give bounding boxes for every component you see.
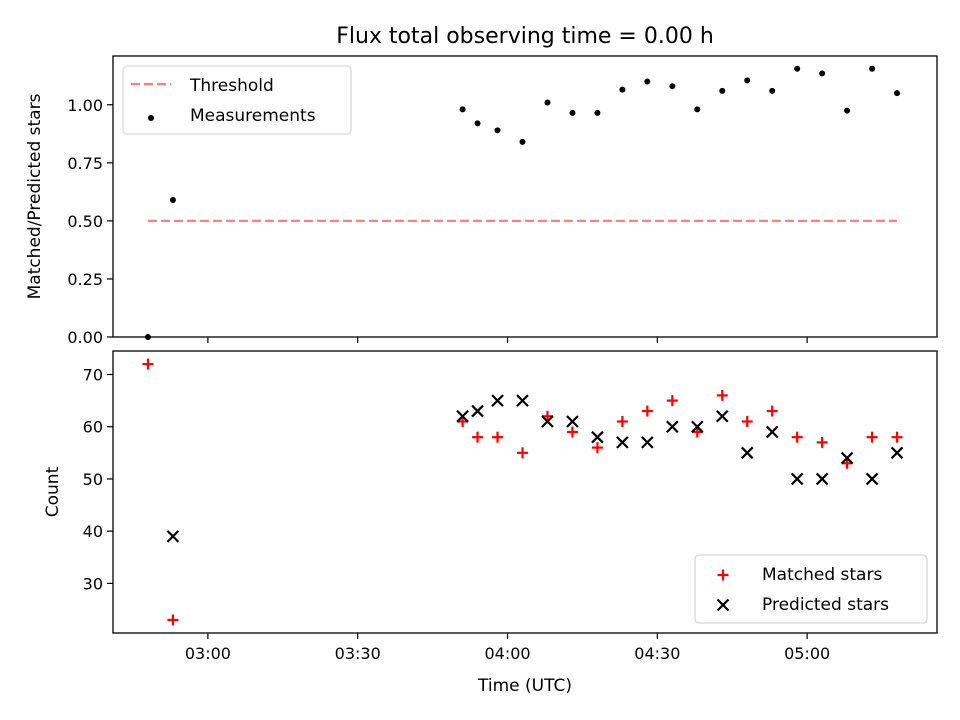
predicted-star-point <box>790 472 804 486</box>
predicted-star-point <box>166 530 180 543</box>
plot-marks <box>144 65 901 340</box>
top-legend: Threshold Measurements <box>122 65 352 135</box>
matched-star-point <box>142 358 154 370</box>
bottom-plot-area <box>142 358 904 626</box>
matched-star-point <box>167 614 179 626</box>
matched-star-point <box>816 436 828 448</box>
predicted-star-point <box>541 415 554 428</box>
x-axis-label: Time (UTC) <box>477 676 572 696</box>
predicted-star-point <box>691 420 704 434</box>
legend-box <box>694 554 928 624</box>
y-tick-label: 0.25 <box>67 270 103 289</box>
bottom-y-axis-label: Count <box>43 466 63 517</box>
legend-measurement-swatch <box>148 115 154 121</box>
matched-star-point <box>566 426 578 438</box>
bottom-panel: 30 40 50 60 70 03:00 03:30 04:00 04:30 05:00 Coun… <box>43 350 938 696</box>
y-tick-label: 30 <box>83 574 103 593</box>
top-panel: 0.00 0.25 0.50 0.75 1.00 Matched/Predicted s… <box>25 55 938 347</box>
y-tick-label: 0.75 <box>67 154 103 173</box>
measurement-point <box>494 127 501 134</box>
chart-title: Flux total observing time = 0.00 h <box>336 24 714 49</box>
matched-star-point <box>716 389 728 401</box>
top-axes-ticks: 0.00 0.25 0.50 0.75 1.00 <box>67 96 808 347</box>
measurement-point <box>819 70 826 77</box>
predicted-star-point <box>890 446 904 460</box>
measurement-point <box>594 109 601 116</box>
matched-star-point <box>741 416 753 427</box>
measurement-point <box>769 87 776 94</box>
top-y-axis-label: Matched/Predicted stars <box>25 93 45 299</box>
y-tick-label: 40 <box>83 522 103 541</box>
legend-label: Matched stars <box>762 565 882 585</box>
legend-label: Threshold <box>189 76 274 96</box>
measurement-point <box>694 106 701 113</box>
matched-star-point <box>591 442 603 454</box>
matched-star-point <box>517 447 529 459</box>
measurement-point <box>569 109 576 116</box>
measurement-point <box>169 196 176 203</box>
predicted-star-point <box>641 436 654 449</box>
measurement-point <box>519 138 526 145</box>
predicted-star-point <box>516 394 529 407</box>
matched-star-point <box>791 431 803 443</box>
predicted-star-point <box>865 472 879 486</box>
measurement-point <box>894 90 901 97</box>
top-plot-area <box>144 65 901 340</box>
matched-star-point <box>766 405 778 417</box>
predicted-star-point <box>491 394 504 407</box>
matched-star-point <box>891 431 903 443</box>
legend-label: Measurements <box>190 106 316 126</box>
predicted-star-point <box>740 446 754 460</box>
x-tick-label: 03:30 <box>335 644 381 663</box>
y-tick-label: 60 <box>83 418 103 437</box>
predicted-star-point <box>616 436 629 449</box>
measurement-point <box>459 106 466 113</box>
matched-star-point <box>472 431 484 443</box>
measurement-point <box>544 99 551 106</box>
predicted-star-point <box>840 451 854 465</box>
legend-matched-swatch <box>717 569 729 581</box>
predicted-star-point <box>815 472 829 486</box>
plot-marks <box>142 358 904 626</box>
x-tick-label: 04:30 <box>634 644 680 663</box>
measurement-point <box>869 65 876 72</box>
predicted-star-point <box>471 404 484 418</box>
bottom-axes-ticks: 30 40 50 60 70 03:00 03:30 04:00 04:30 05:00 <box>83 366 831 664</box>
measurement-point <box>619 86 626 93</box>
matched-star-point <box>492 431 504 443</box>
x-tick-label: 04:00 <box>484 644 530 663</box>
y-tick-label: 70 <box>83 366 103 385</box>
y-tick-label: 1.00 <box>67 96 103 115</box>
measurement-point <box>794 65 801 72</box>
measurement-point <box>644 78 651 85</box>
predicted-star-point <box>715 409 729 423</box>
predicted-star-point <box>566 415 579 428</box>
legend-predicted-swatch <box>716 598 730 612</box>
matched-star-point <box>616 416 628 427</box>
measurement-point <box>844 107 851 114</box>
predicted-star-point <box>666 420 679 434</box>
measurement-point <box>474 120 481 127</box>
matched-star-point <box>666 395 678 407</box>
matched-star-point <box>641 405 653 417</box>
bottom-legend: Matched stars Predicted stars <box>694 554 928 624</box>
y-tick-label: 0.50 <box>67 212 103 231</box>
predicted-star-point <box>765 425 779 439</box>
measurement-point <box>744 77 751 84</box>
x-tick-label: 05:00 <box>784 644 830 663</box>
predicted-star-point <box>456 409 469 423</box>
legend-box <box>122 65 352 135</box>
measurement-point <box>719 87 726 94</box>
matched-star-point <box>866 431 878 443</box>
bottom-axes-frame <box>112 350 938 634</box>
x-tick-label: 03:00 <box>185 644 231 663</box>
measurement-point <box>669 83 676 90</box>
legend-label: Predicted stars <box>762 595 889 615</box>
y-tick-label: 0.00 <box>67 328 103 347</box>
predicted-star-point <box>591 430 604 444</box>
top-axes-frame <box>112 55 938 338</box>
y-tick-label: 50 <box>83 470 103 489</box>
